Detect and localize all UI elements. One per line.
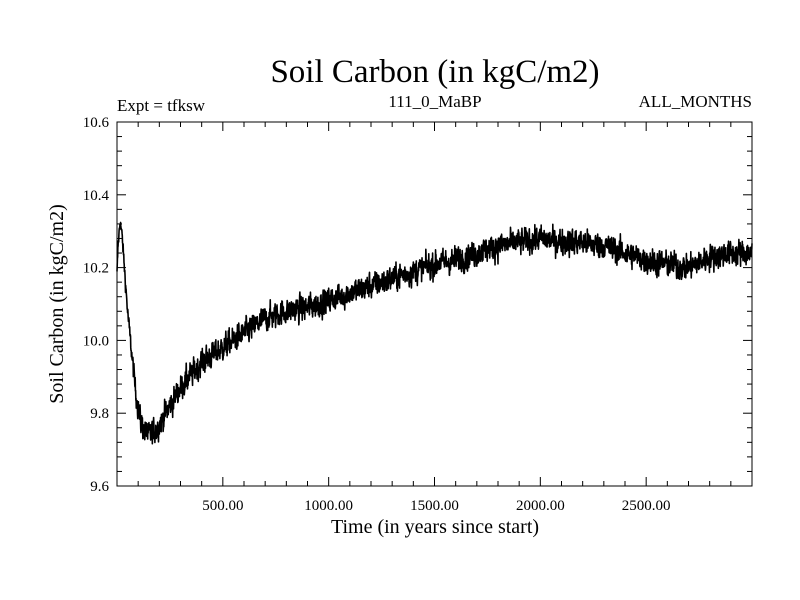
series-group (116, 221, 753, 445)
y-tick-label: 9.6 (90, 479, 109, 495)
x-tick-label: 500.00 (202, 498, 243, 514)
y-tick-label: 9.8 (90, 406, 109, 422)
y-axis-label: Soil Carbon (in kgC/m2) (46, 204, 68, 403)
x-tick-label: 2500.00 (622, 498, 671, 514)
plot-area: 500.00 1000.00 1500.00 2000.00 2500.00 9.69.… (83, 115, 753, 514)
x-tick-label: 1000.00 (304, 498, 353, 514)
plot-frame (116, 121, 753, 487)
y-tick-label: 10.4 (83, 188, 110, 204)
x-axis: 500.00 1000.00 1500.00 2000.00 2500.00 (137, 122, 732, 514)
x-axis-label: Time (in years since start) (331, 516, 539, 538)
y-tick-label: 10.0 (83, 333, 109, 349)
y-tick-label: 10.2 (83, 261, 109, 277)
chart-subtitle: 111_0_MaBP (388, 92, 481, 111)
x-tick-label: 2000.00 (516, 498, 565, 514)
series-line (116, 221, 753, 445)
y-axis: 9.6 9.8 10.0 10.2 10.4 10.6 (83, 115, 752, 495)
experiment-label: Expt = tfksw (117, 96, 206, 115)
x-tick-label: 1500.00 (410, 498, 459, 514)
y-tick-label: 10.6 (83, 115, 110, 131)
chart-title: Soil Carbon (in kgC/m2) (270, 54, 599, 90)
period-label: ALL_MONTHS (639, 92, 752, 111)
